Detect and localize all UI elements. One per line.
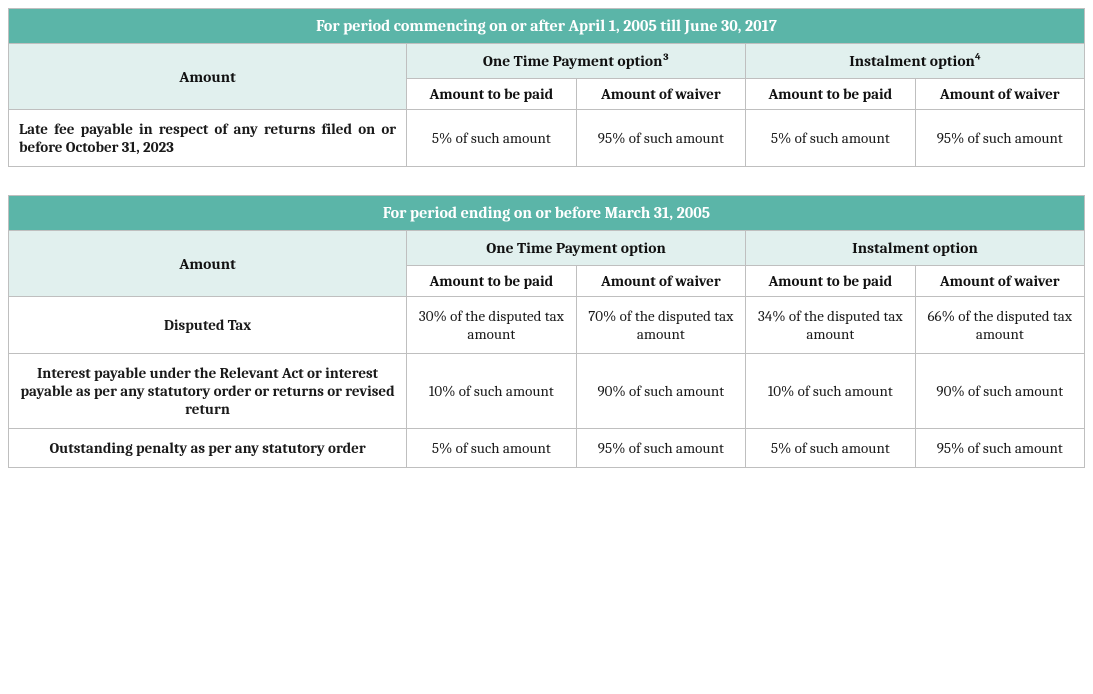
table1-col-waiver-1: Amount of waiver [576, 79, 745, 110]
table1-row0-o2-waiver: 95% of such amount [915, 110, 1084, 167]
table2-row2-o2-waiver: 95% of such amount [915, 429, 1084, 468]
table1-amount-header: Amount [9, 44, 407, 110]
table2-row0-o2-paid: 34% of the disputed tax amount [746, 297, 915, 354]
table2-amount-header: Amount [9, 231, 407, 297]
table2-row0-desc: Disputed Tax [9, 297, 407, 354]
table2-row1-o1-paid: 10% of such amount [407, 354, 576, 429]
table2-row2-desc: Outstanding penalty as per any statutory… [9, 429, 407, 468]
table1-col-waiver-2: Amount of waiver [915, 79, 1084, 110]
table1-row0-o1-paid: 5% of such amount [407, 110, 576, 167]
table2-row1-desc: Interest payable under the Relevant Act … [9, 354, 407, 429]
table-period-2005-2017: For period commencing on or after April … [8, 8, 1085, 167]
table-row: Late fee payable in respect of any retur… [9, 110, 1085, 167]
table2-row1-o1-waiver: 90% of such amount [576, 354, 745, 429]
table2-row1-o2-waiver: 90% of such amount [915, 354, 1084, 429]
table1-row0-desc: Late fee payable in respect of any retur… [9, 110, 407, 167]
table2-col-paid-2: Amount to be paid [746, 266, 915, 297]
table2-row0-o1-waiver: 70% of the disputed tax amount [576, 297, 745, 354]
table2-row2-o1-waiver: 95% of such amount [576, 429, 745, 468]
table1-title: For period commencing on or after April … [9, 9, 1085, 44]
table1-row0-o1-waiver: 95% of such amount [576, 110, 745, 167]
table2-row1-o2-paid: 10% of such amount [746, 354, 915, 429]
table2-option1-header: One Time Payment option [407, 231, 746, 266]
table2-title: For period ending on or before March 31,… [9, 196, 1085, 231]
table1-option1-header: One Time Payment option³ [407, 44, 746, 79]
table2-option2-header: Instalment option [746, 231, 1085, 266]
table2-row2-o1-paid: 5% of such amount [407, 429, 576, 468]
table2-row0-o1-paid: 30% of the disputed tax amount [407, 297, 576, 354]
table-row: Outstanding penalty as per any statutory… [9, 429, 1085, 468]
table1-option2-header: Instalment option⁴ [746, 44, 1085, 79]
table2-col-waiver-2: Amount of waiver [915, 266, 1084, 297]
table2-row0-o2-waiver: 66% of the disputed tax amount [915, 297, 1084, 354]
table1-row0-o2-paid: 5% of such amount [746, 110, 915, 167]
table2-col-waiver-1: Amount of waiver [576, 266, 745, 297]
table-row: Interest payable under the Relevant Act … [9, 354, 1085, 429]
table1-col-paid-1: Amount to be paid [407, 79, 576, 110]
table-period-before-2005: For period ending on or before March 31,… [8, 195, 1085, 468]
table-row: Disputed Tax 30% of the disputed tax amo… [9, 297, 1085, 354]
table1-col-paid-2: Amount to be paid [746, 79, 915, 110]
table2-col-paid-1: Amount to be paid [407, 266, 576, 297]
table2-row2-o2-paid: 5% of such amount [746, 429, 915, 468]
